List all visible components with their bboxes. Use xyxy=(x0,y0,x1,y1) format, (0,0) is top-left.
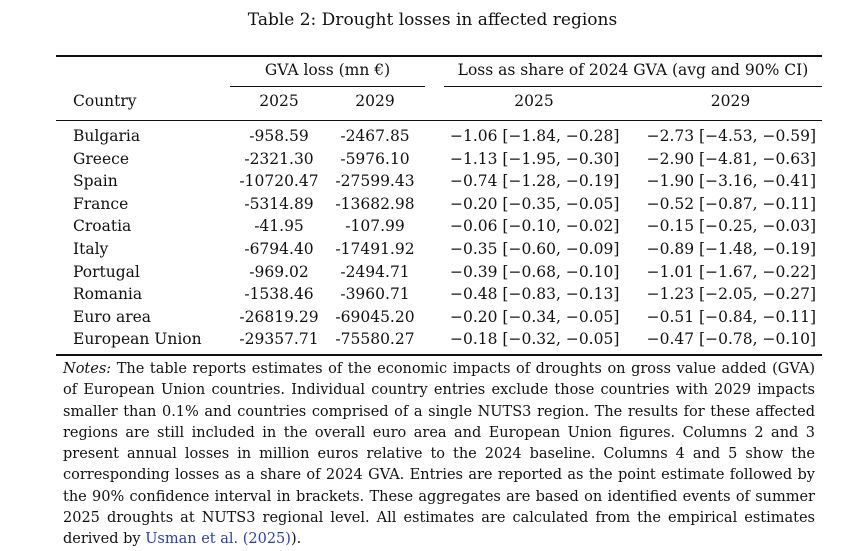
gva-2025-cell: -6794.40 xyxy=(244,239,314,258)
header-bottom-rule xyxy=(56,120,822,121)
header-group-gva-loss: GVA loss (mn €) xyxy=(264,61,391,79)
header-group-gva-rule xyxy=(230,86,425,87)
gva-2029-cell: -3960.71 xyxy=(340,285,410,304)
table-row: Croatia -41.95 -107.99 −0.06 [−0.10, −0.… xyxy=(0,215,865,238)
table-row: France -5314.89 -13682.98 −0.20 [−0.35, … xyxy=(0,193,865,216)
share-2025-cell: −0.35 [−0.60, −0.09] xyxy=(450,239,620,258)
share-2025-cell: −0.48 [−0.83, −0.13] xyxy=(450,285,620,304)
gva-2025-cell: -41.95 xyxy=(254,217,304,236)
gva-2029-cell: -2467.85 xyxy=(340,127,410,145)
table-body: Bulgaria -958.59 -2467.85 −1.06 [−1.84, … xyxy=(0,125,865,351)
share-2029-cell: −0.89 [−1.48, −0.19] xyxy=(646,239,816,258)
share-2025-cell: −0.20 [−0.34, −0.05] xyxy=(450,307,620,326)
header-country: Country xyxy=(73,92,137,110)
country-cell: Euro area xyxy=(73,307,152,326)
share-2029-cell: −2.90 [−4.81, −0.63] xyxy=(646,149,816,168)
share-2025-cell: −0.06 [−0.10, −0.02] xyxy=(450,217,620,236)
country-cell: Portugal xyxy=(73,262,140,281)
share-2025-cell: −0.18 [−0.32, −0.05] xyxy=(450,330,620,349)
header-group-share-rule xyxy=(444,86,822,87)
country-cell: European Union xyxy=(73,330,202,349)
gva-2025-cell: -29357.71 xyxy=(239,330,319,349)
share-2029-cell: −1.01 [−1.67, −0.22] xyxy=(646,262,816,281)
table-row: Portugal -969.02 -2494.71 −0.39 [−0.68, … xyxy=(0,261,865,284)
country-cell: Greece xyxy=(73,149,129,168)
country-cell: Bulgaria xyxy=(73,127,141,145)
gva-2025-cell: -969.02 xyxy=(249,262,309,281)
share-2025-cell: −0.74 [−1.28, −0.19] xyxy=(450,172,620,191)
share-2025-cell: −0.20 [−0.35, −0.05] xyxy=(450,194,620,213)
gva-2029-cell: -107.99 xyxy=(345,217,405,236)
gva-2025-cell: -1538.46 xyxy=(244,285,314,304)
header-group-loss-share: Loss as share of 2024 GVA (avg and 90% C… xyxy=(457,61,809,79)
share-2029-cell: −2.73 [−4.53, −0.59] xyxy=(646,127,816,145)
table-row: Euro area -26819.29 -69045.20 −0.20 [−0.… xyxy=(0,306,865,329)
share-2029-cell: −0.15 [−0.25, −0.03] xyxy=(646,217,816,236)
gva-2029-cell: -2494.71 xyxy=(340,262,410,281)
gva-2025-cell: -10720.47 xyxy=(239,172,319,191)
table-row: Spain -10720.47 -27599.43 −0.74 [−1.28, … xyxy=(0,170,865,193)
country-cell: Spain xyxy=(73,172,118,191)
gva-2025-cell: -26819.29 xyxy=(239,307,319,326)
notes-tail: ). xyxy=(290,531,302,548)
table-row: Greece -2321.30 -5976.10 −1.13 [−1.95, −… xyxy=(0,148,865,171)
table-caption: Table 2: Drought losses in affected regi… xyxy=(247,10,618,30)
share-2025-cell: −0.39 [−0.68, −0.10] xyxy=(450,262,620,281)
header-share-2029: 2029 xyxy=(710,92,751,110)
header-gva-2025: 2025 xyxy=(259,92,299,110)
country-cell: France xyxy=(73,194,129,213)
gva-2029-cell: -13682.98 xyxy=(335,194,415,213)
top-rule xyxy=(56,55,822,57)
table-row: Romania -1538.46 -3960.71 −0.48 [−0.83, … xyxy=(0,283,865,306)
bottom-rule xyxy=(56,354,822,356)
header-share-2025: 2025 xyxy=(514,92,554,110)
notes-text: The table reports estimates of the econo… xyxy=(63,361,815,548)
table-row: European Union -29357.71 -75580.27 −0.18… xyxy=(0,328,865,351)
country-cell: Italy xyxy=(73,239,109,258)
gva-2025-cell: -958.59 xyxy=(249,127,309,145)
share-2025-cell: −1.06 [−1.84, −0.28] xyxy=(450,127,620,145)
share-2029-cell: −1.90 [−3.16, −0.41] xyxy=(646,172,816,191)
gva-2029-cell: -17491.92 xyxy=(335,239,415,258)
share-2029-cell: −0.47 [−0.78, −0.10] xyxy=(646,330,816,349)
header-gva-2029: 2029 xyxy=(355,92,395,110)
table-notes: Notes: The table reports estimates of th… xyxy=(63,359,815,551)
gva-2029-cell: -75580.27 xyxy=(335,330,415,349)
table-row: Bulgaria -958.59 -2467.85 −1.06 [−1.84, … xyxy=(0,125,865,148)
country-cell: Croatia xyxy=(73,217,132,236)
gva-2029-cell: -69045.20 xyxy=(335,307,415,326)
gva-2029-cell: -5976.10 xyxy=(340,149,410,168)
share-2029-cell: −0.52 [−0.87, −0.11] xyxy=(646,194,816,213)
notes-label: Notes: xyxy=(63,361,112,377)
share-2029-cell: −1.23 [−2.05, −0.27] xyxy=(646,285,816,304)
country-cell: Romania xyxy=(73,285,143,304)
gva-2029-cell: -27599.43 xyxy=(335,172,415,191)
share-2025-cell: −1.13 [−1.95, −0.30] xyxy=(450,149,620,168)
citation-link[interactable]: Usman et al. (2025) xyxy=(145,531,291,548)
share-2029-cell: −0.51 [−0.84, −0.11] xyxy=(646,307,816,326)
gva-2025-cell: -2321.30 xyxy=(244,149,314,168)
table-row: Italy -6794.40 -17491.92 −0.35 [−0.60, −… xyxy=(0,238,865,261)
gva-2025-cell: -5314.89 xyxy=(244,194,314,213)
